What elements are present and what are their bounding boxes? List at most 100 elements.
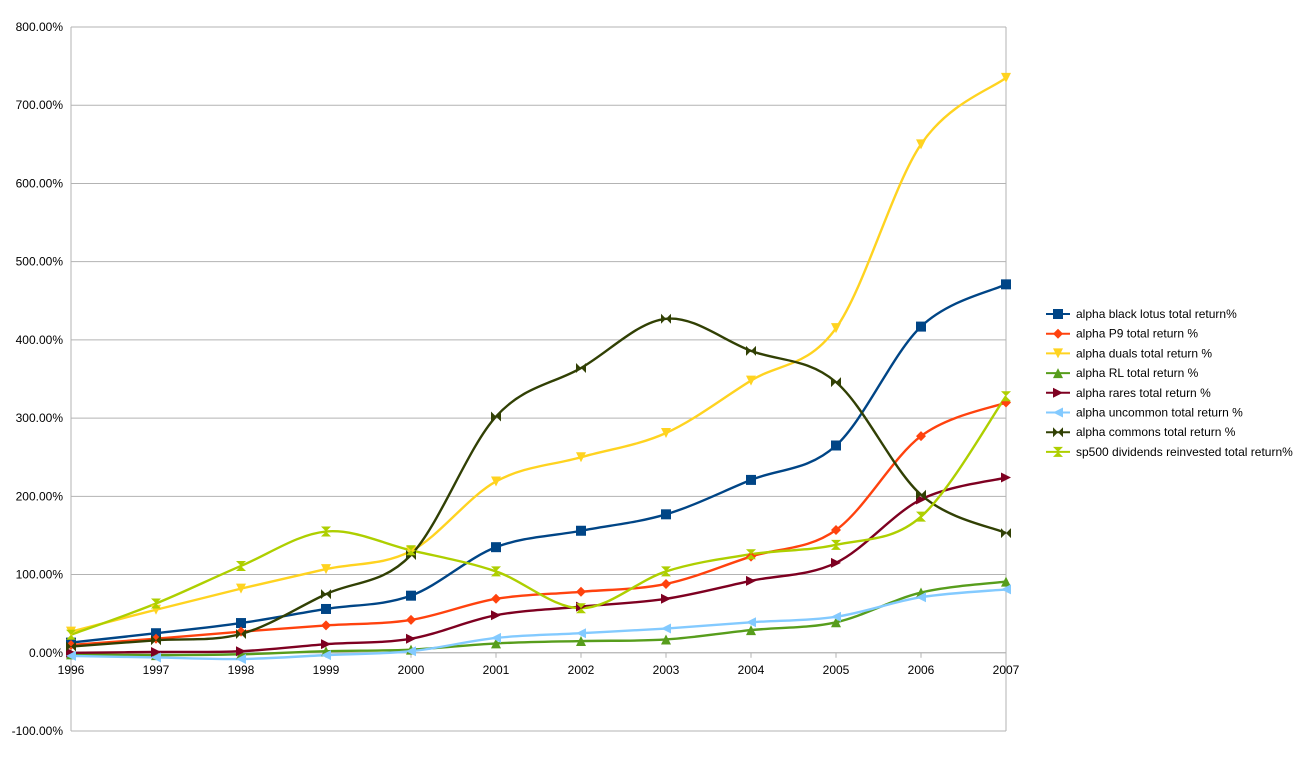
data-point: [576, 603, 586, 614]
data-point: [406, 633, 416, 644]
data-point: [321, 639, 331, 650]
legend-marker: [1053, 387, 1063, 398]
data-point: [491, 632, 501, 643]
data-point: [66, 641, 76, 652]
series-line-5: [70, 476, 1007, 654]
axes: 800.00% 700.00% 600.00% 500.00% 400.00% 300.0…: [12, 20, 1020, 738]
data-point: [746, 625, 756, 636]
series-markers: [66, 72, 1011, 665]
data-point: [151, 646, 161, 657]
data-point: [576, 636, 586, 647]
data-point: [406, 614, 416, 625]
legend-marker: [1053, 446, 1063, 457]
legend-label: sp500 dividends reinvested total return%: [1076, 445, 1293, 459]
y-tick-label: 100.00%: [16, 568, 64, 582]
data-point: [576, 628, 586, 639]
data-point: [661, 509, 671, 520]
data-point: [236, 629, 246, 640]
legend-marker: [1053, 368, 1063, 379]
legend-label: alpha P9 total return %: [1076, 327, 1198, 341]
legend-marker: [1053, 309, 1063, 319]
x-tick-label: 2004: [738, 663, 765, 677]
y-tick-label: 800.00%: [16, 20, 64, 34]
y-tick-label: -100.00%: [12, 724, 64, 738]
data-point: [491, 593, 501, 604]
data-point: [661, 578, 671, 589]
data-point: [321, 603, 331, 614]
data-point: [746, 617, 756, 628]
data-point: [576, 452, 586, 463]
x-tick-label: 2005: [823, 663, 850, 677]
legend-label: alpha duals total return %: [1076, 346, 1212, 360]
y-tick-label: 600.00%: [16, 176, 64, 190]
data-point: [491, 476, 501, 487]
x-tick-label: 2000: [398, 663, 425, 677]
y-tick-label: 700.00%: [16, 98, 64, 112]
series-line-4: [70, 580, 1007, 657]
series-line-8: [70, 395, 1007, 636]
data-point: [491, 610, 501, 621]
data-point: [236, 654, 246, 665]
data-point: [831, 617, 841, 628]
data-point: [236, 618, 246, 629]
data-point: [831, 377, 841, 388]
data-point: [916, 431, 926, 442]
data-point: [151, 652, 161, 663]
data-point: [491, 411, 501, 422]
data-point: [916, 489, 926, 500]
x-tick-label: 1999: [313, 663, 340, 677]
data-point: [661, 427, 671, 438]
data-point: [1001, 576, 1011, 587]
series-lines: [70, 76, 1007, 661]
data-point: [1001, 584, 1011, 595]
legend-label: alpha rares total return %: [1076, 386, 1211, 400]
legend-label: alpha uncommon total return %: [1076, 406, 1243, 420]
grid: [71, 26, 1006, 732]
x-tick-label: 2006: [908, 663, 935, 677]
series-line-6: [70, 588, 1007, 661]
data-point: [746, 375, 756, 386]
data-point: [661, 623, 671, 634]
legend-marker: [1053, 348, 1063, 359]
x-tick-label: 2007: [993, 663, 1020, 677]
y-tick-label: 300.00%: [16, 411, 64, 425]
data-point: [831, 539, 841, 550]
data-point: [236, 646, 246, 657]
y-tick-label: 200.00%: [16, 489, 64, 503]
x-tick-label: 1997: [143, 663, 170, 677]
data-point: [746, 549, 756, 560]
data-point: [406, 545, 416, 556]
data-point: [1001, 72, 1011, 83]
data-point: [831, 524, 841, 535]
data-point: [661, 313, 671, 324]
data-point: [151, 628, 161, 639]
legend-marker: [1053, 407, 1063, 418]
data-point: [661, 566, 671, 577]
data-point: [321, 589, 331, 600]
data-point: [406, 590, 416, 601]
data-point: [916, 321, 926, 332]
data-point: [66, 650, 76, 661]
data-point: [321, 620, 331, 631]
data-point: [151, 598, 161, 609]
series-line-2: [70, 401, 1007, 647]
data-point: [916, 139, 926, 150]
legend-marker: [1053, 328, 1063, 339]
data-point: [321, 564, 331, 575]
data-point: [831, 557, 841, 568]
data-point: [576, 363, 586, 374]
series-line-7: [70, 317, 1007, 648]
x-tick-label: 2002: [568, 663, 595, 677]
x-tick-label: 2003: [653, 663, 680, 677]
data-point: [746, 575, 756, 586]
data-point: [321, 650, 331, 661]
legend: alpha black lotus total return% alpha P9 …: [1046, 307, 1293, 459]
x-tick-label: 1996: [58, 663, 85, 677]
data-point: [1001, 528, 1011, 539]
legend-label: alpha commons total return %: [1076, 425, 1236, 439]
series-line-1: [70, 283, 1007, 644]
data-point: [1001, 472, 1011, 483]
data-point: [321, 526, 331, 537]
